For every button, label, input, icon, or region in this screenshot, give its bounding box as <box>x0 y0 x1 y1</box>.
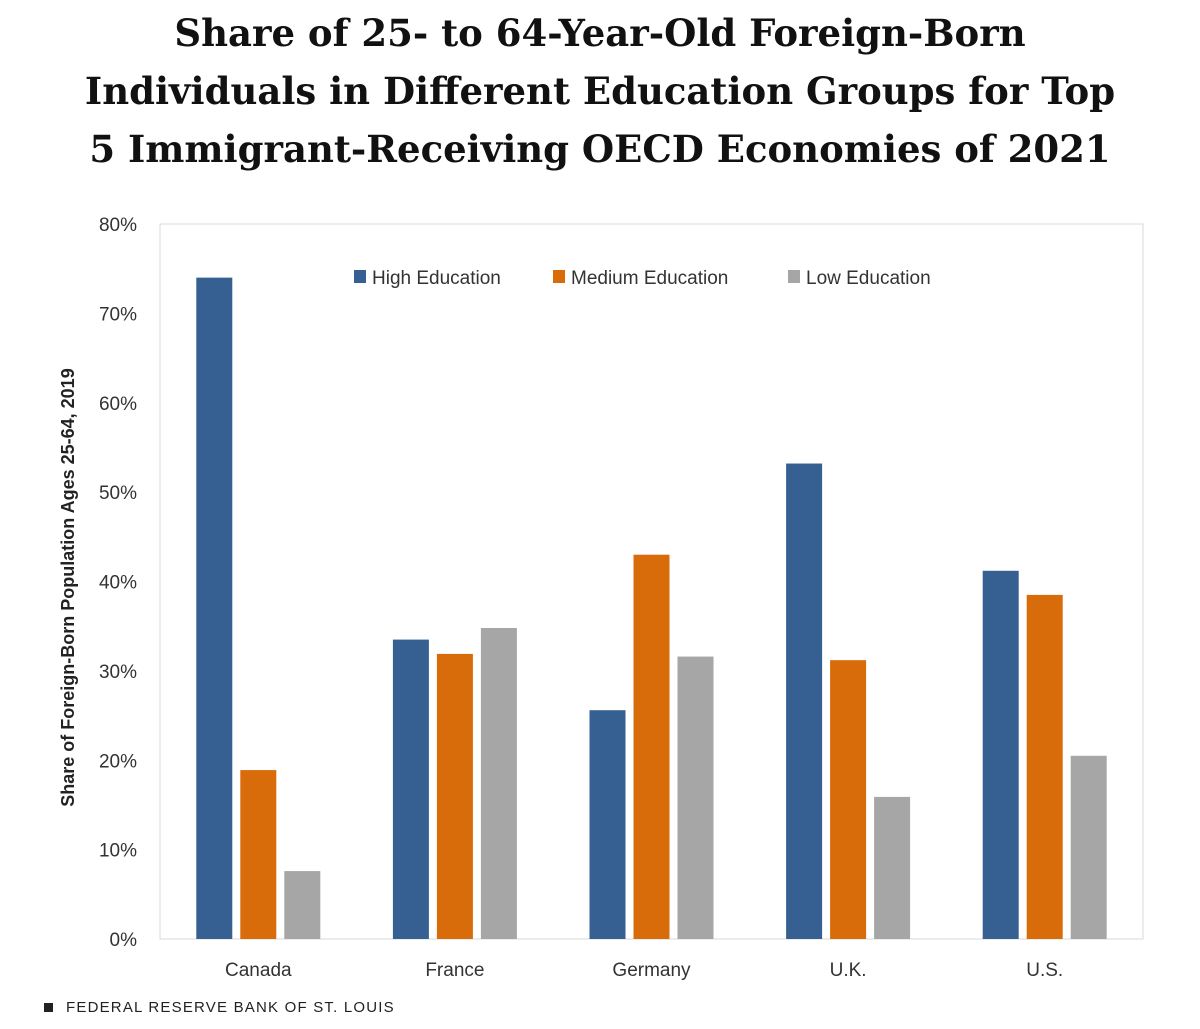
bar-low-education-france <box>480 627 517 939</box>
y-tick-label: 30% <box>99 662 137 683</box>
footer-square-icon <box>44 1003 53 1012</box>
bar-medium-education-germany <box>633 554 670 939</box>
bar-medium-education-france <box>436 653 473 939</box>
x-tick-label: U.K. <box>830 960 867 981</box>
legend-swatch-low-education <box>788 270 800 283</box>
bar-low-education-canada <box>284 871 321 939</box>
bar-low-education-us <box>1070 755 1107 939</box>
bar-low-education-germany <box>677 656 714 939</box>
x-tick-label: U.S. <box>1026 960 1063 981</box>
legend-label-low-education: Low Education <box>806 268 931 289</box>
y-tick-label: 20% <box>99 751 137 772</box>
x-tick-label: Germany <box>612 960 691 981</box>
y-tick-label: 0% <box>110 930 138 951</box>
x-tick-label: Canada <box>225 960 292 981</box>
legend-swatch-high-education <box>354 270 366 283</box>
chart-title-line-2: Individuals in Different Education Group… <box>84 69 1116 113</box>
y-axis-label: Share of Foreign-Born Population Ages 25… <box>58 368 78 806</box>
bar-high-education-canada <box>196 277 233 939</box>
bar-medium-education-us <box>1026 594 1063 939</box>
bar-high-education-france <box>392 639 429 939</box>
y-tick-label: 80% <box>99 215 137 236</box>
y-tick-label: 70% <box>99 304 137 325</box>
bar-medium-education-canada <box>240 770 277 939</box>
legend-swatch-medium-education <box>553 270 565 283</box>
bar-high-education-uk <box>786 463 823 939</box>
legend-label-medium-education: Medium Education <box>571 268 728 289</box>
y-tick-label: 50% <box>99 483 137 504</box>
chart-title: Share of 25- to 64-Year-Old Foreign-Born… <box>0 4 1200 178</box>
y-tick-label: 40% <box>99 573 137 594</box>
bar-medium-education-uk <box>830 660 867 939</box>
y-tick-label: 60% <box>99 394 137 415</box>
x-tick-label: France <box>425 960 484 981</box>
chart-title-line-3: 5 Immigrant-Receiving OECD Economies of … <box>89 127 1111 171</box>
y-tick-label: 10% <box>99 841 137 862</box>
chart-title-line-1: Share of 25- to 64-Year-Old Foreign-Born <box>174 11 1026 55</box>
footer-source-text: FEDERAL RESERVE BANK OF ST. LOUIS <box>66 999 395 1016</box>
bar-high-education-us <box>982 570 1019 939</box>
bar-high-education-germany <box>589 710 626 939</box>
legend-label-high-education: High Education <box>372 268 501 289</box>
source-footer: FEDERAL RESERVE BANK OF ST. LOUIS <box>44 999 395 1016</box>
bar-low-education-uk <box>874 796 911 939</box>
